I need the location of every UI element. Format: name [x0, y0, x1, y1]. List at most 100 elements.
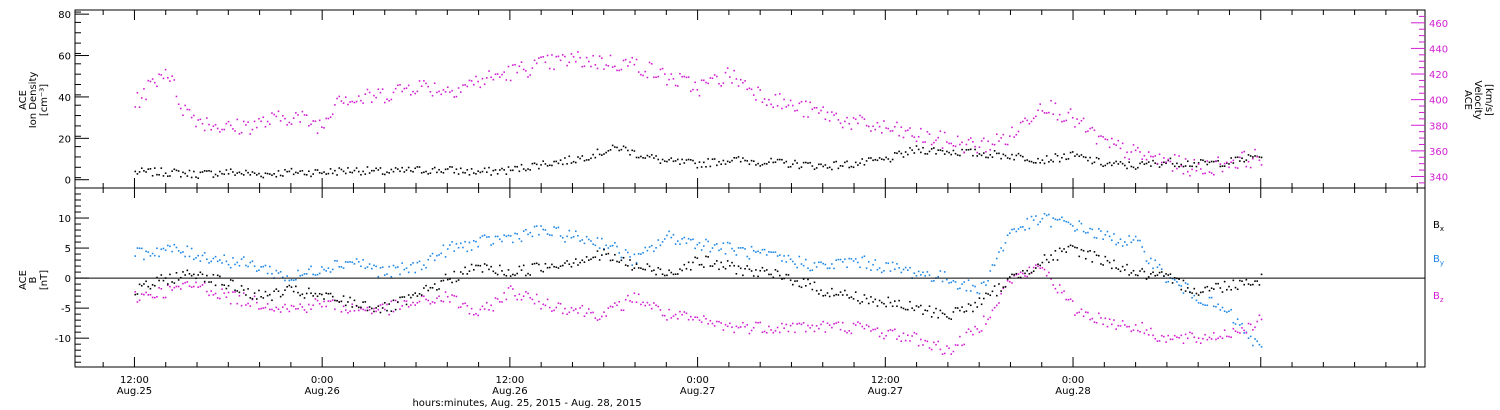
bx-point — [232, 279, 234, 282]
bz-point — [551, 310, 553, 312]
bx-point — [703, 266, 705, 268]
density-point — [622, 145, 625, 148]
bx-point — [707, 256, 709, 258]
density-point — [605, 151, 607, 154]
bx-point — [581, 259, 584, 262]
by-point — [907, 269, 909, 271]
by-point — [594, 244, 597, 247]
bz-point — [987, 318, 989, 321]
bz-point — [889, 329, 892, 331]
bx-point — [299, 294, 301, 297]
velocity-point — [1217, 156, 1219, 159]
by-point — [928, 274, 931, 276]
density-point — [197, 177, 199, 180]
bz-point — [394, 299, 397, 302]
bx-point — [811, 288, 814, 291]
bx-point — [561, 264, 564, 267]
bz-point — [1089, 318, 1091, 321]
bz-point — [1043, 268, 1046, 271]
by-point — [290, 279, 293, 281]
bz-point — [870, 330, 872, 332]
velocity-point — [279, 120, 282, 122]
by-point — [316, 273, 319, 276]
bz-point — [724, 323, 727, 326]
density-point — [579, 157, 581, 160]
bx-point — [729, 265, 731, 267]
velocity-point — [755, 99, 757, 101]
density-point — [1052, 160, 1055, 163]
by-point — [624, 249, 627, 251]
bx-point — [451, 281, 453, 284]
bx-point — [1084, 257, 1087, 260]
by-point — [496, 235, 499, 238]
velocity-point — [1056, 118, 1059, 121]
by-point — [366, 266, 369, 268]
velocity-point — [470, 80, 473, 82]
by-point — [783, 255, 785, 257]
by-point — [433, 259, 436, 262]
by-point — [1130, 241, 1133, 244]
bz-point — [1006, 279, 1009, 282]
by-point — [364, 267, 367, 270]
bz-point — [145, 291, 147, 294]
velocity-point — [1063, 120, 1065, 122]
density-point — [1252, 156, 1254, 158]
bx-point — [1093, 251, 1096, 253]
by-point — [752, 249, 755, 252]
bz-point — [683, 311, 686, 313]
bx-point — [516, 272, 518, 275]
velocity-point — [607, 65, 610, 67]
density-point — [201, 171, 204, 173]
bx-point — [338, 301, 341, 303]
bx-point — [507, 269, 510, 271]
bx-point — [203, 280, 206, 283]
density-point — [1245, 159, 1248, 161]
velocity-point — [453, 96, 456, 98]
by-point — [1093, 236, 1096, 239]
bx-point — [301, 293, 304, 296]
bx-point — [486, 264, 488, 267]
bx-point — [650, 270, 653, 272]
density-point — [609, 149, 612, 151]
velocity-point — [915, 140, 918, 143]
bx-point — [1106, 259, 1109, 262]
bz-point — [1236, 331, 1239, 334]
bx-point — [212, 273, 215, 276]
density-point — [572, 160, 575, 163]
by-point — [514, 232, 516, 235]
density-point — [507, 166, 510, 168]
by-point — [1186, 283, 1189, 286]
by-point — [826, 267, 829, 270]
velocity-point — [924, 141, 926, 143]
bx-point — [1258, 284, 1261, 286]
by-point — [405, 267, 408, 270]
bx-point — [991, 290, 994, 293]
velocity-point — [1061, 120, 1063, 123]
bx-point — [136, 293, 139, 295]
by-point — [995, 257, 998, 260]
by-point — [763, 248, 766, 251]
density-point — [978, 153, 981, 155]
density-point — [937, 149, 939, 151]
by-point — [618, 252, 620, 254]
density-point — [765, 163, 768, 165]
bx-point — [993, 285, 996, 287]
bx-point — [1035, 267, 1037, 269]
density-point — [1037, 157, 1039, 160]
velocity-point — [286, 124, 288, 126]
bz-point — [1028, 266, 1031, 269]
bz-point — [577, 312, 579, 314]
bx-point — [865, 297, 868, 300]
velocity-point — [844, 120, 846, 123]
bx-point — [637, 267, 640, 269]
bx-point — [186, 269, 189, 272]
by-point — [173, 243, 176, 246]
bz-point — [857, 321, 859, 323]
by-point — [637, 253, 640, 255]
by-point — [952, 280, 955, 282]
by-point — [386, 273, 388, 275]
bz-point — [472, 313, 475, 316]
bz-point — [423, 295, 425, 298]
bz-point — [138, 299, 141, 302]
by-point — [631, 264, 634, 266]
